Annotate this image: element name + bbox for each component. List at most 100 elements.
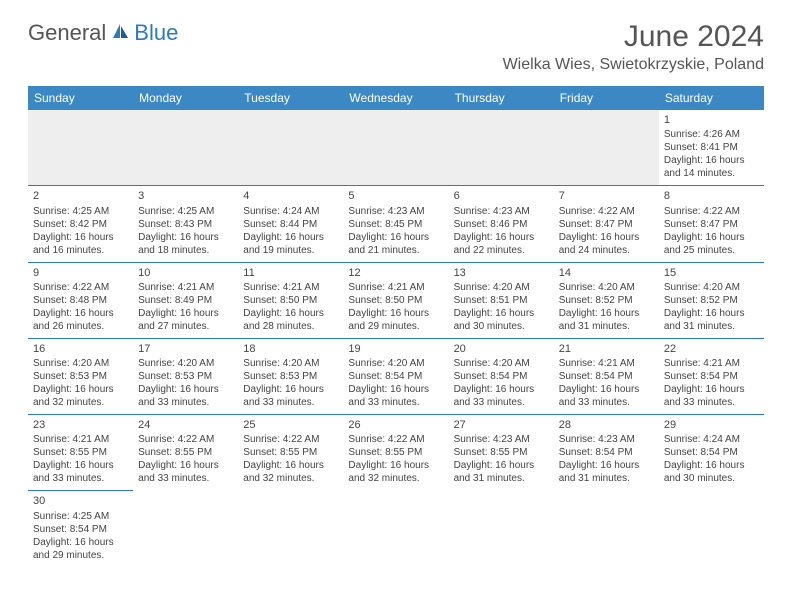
day-number: 19 — [348, 342, 443, 356]
sunset-text: Sunset: 8:54 PM — [33, 523, 128, 536]
calendar-table: Sunday Monday Tuesday Wednesday Thursday… — [28, 86, 764, 567]
sunrise-text: Sunrise: 4:21 AM — [33, 433, 128, 446]
calendar-cell: 23Sunrise: 4:21 AMSunset: 8:55 PMDayligh… — [28, 415, 133, 491]
weekday-header: Saturday — [659, 86, 764, 110]
daylight-text: and 16 minutes. — [33, 244, 128, 257]
daylight-text: Daylight: 16 hours — [33, 383, 128, 396]
day-number: 21 — [559, 342, 654, 356]
sunrise-text: Sunrise: 4:20 AM — [454, 357, 549, 370]
calendar-cell: 26Sunrise: 4:22 AMSunset: 8:55 PMDayligh… — [343, 415, 448, 491]
sunrise-text: Sunrise: 4:22 AM — [243, 433, 338, 446]
daylight-text: and 33 minutes. — [454, 396, 549, 409]
sunrise-text: Sunrise: 4:20 AM — [33, 357, 128, 370]
daylight-text: and 31 minutes. — [454, 472, 549, 485]
daylight-text: Daylight: 16 hours — [33, 231, 128, 244]
daylight-text: and 25 minutes. — [664, 244, 759, 257]
sunrise-text: Sunrise: 4:21 AM — [664, 357, 759, 370]
day-number: 9 — [33, 266, 128, 280]
sunset-text: Sunset: 8:55 PM — [454, 446, 549, 459]
sunrise-text: Sunrise: 4:21 AM — [348, 281, 443, 294]
sunrise-text: Sunrise: 4:20 AM — [454, 281, 549, 294]
sunrise-text: Sunrise: 4:21 AM — [559, 357, 654, 370]
daylight-text: and 22 minutes. — [454, 244, 549, 257]
weekday-header: Thursday — [449, 86, 554, 110]
daylight-text: and 33 minutes. — [559, 396, 654, 409]
calendar-week-row: 2Sunrise: 4:25 AMSunset: 8:42 PMDaylight… — [28, 186, 764, 262]
weekday-header: Monday — [133, 86, 238, 110]
sunset-text: Sunset: 8:54 PM — [348, 370, 443, 383]
daylight-text: Daylight: 16 hours — [559, 383, 654, 396]
calendar-cell — [343, 110, 448, 186]
daylight-text: Daylight: 16 hours — [138, 459, 233, 472]
daylight-text: Daylight: 16 hours — [138, 383, 233, 396]
day-number: 6 — [454, 189, 549, 203]
sunrise-text: Sunrise: 4:22 AM — [559, 205, 654, 218]
sunset-text: Sunset: 8:51 PM — [454, 294, 549, 307]
calendar-week-row: 16Sunrise: 4:20 AMSunset: 8:53 PMDayligh… — [28, 338, 764, 414]
day-number: 14 — [559, 266, 654, 280]
daylight-text: and 32 minutes. — [348, 472, 443, 485]
month-title: June 2024 — [503, 20, 764, 54]
sunset-text: Sunset: 8:43 PM — [138, 218, 233, 231]
sunrise-text: Sunrise: 4:21 AM — [138, 281, 233, 294]
calendar-cell: 13Sunrise: 4:20 AMSunset: 8:51 PMDayligh… — [449, 262, 554, 338]
daylight-text: and 19 minutes. — [243, 244, 338, 257]
calendar-cell — [449, 491, 554, 567]
sunset-text: Sunset: 8:55 PM — [243, 446, 338, 459]
daylight-text: and 32 minutes. — [33, 396, 128, 409]
sunrise-text: Sunrise: 4:25 AM — [33, 205, 128, 218]
sunrise-text: Sunrise: 4:25 AM — [33, 510, 128, 523]
calendar-cell: 1Sunrise: 4:26 AMSunset: 8:41 PMDaylight… — [659, 110, 764, 186]
sunrise-text: Sunrise: 4:20 AM — [138, 357, 233, 370]
daylight-text: and 33 minutes. — [348, 396, 443, 409]
sunrise-text: Sunrise: 4:22 AM — [33, 281, 128, 294]
header: General Blue June 2024 Wielka Wies, Swie… — [28, 20, 764, 74]
calendar-week-row: 9Sunrise: 4:22 AMSunset: 8:48 PM Daylight… — [28, 262, 764, 338]
sunset-text: Sunset: 8:54 PM — [454, 370, 549, 383]
sunset-text: Sunset: 8:50 PM — [348, 294, 443, 307]
sunset-text: Sunset: 8:55 PM — [33, 446, 128, 459]
daylight-text: Daylight: 16 hours — [138, 231, 233, 244]
daylight-text: Daylight: 16 hours — [664, 231, 759, 244]
day-number: 4 — [243, 189, 338, 203]
daylight-text: Daylight: 16 hours — [559, 307, 654, 320]
calendar-cell: 8Sunrise: 4:22 AMSunset: 8:47 PMDaylight… — [659, 186, 764, 262]
day-number: 28 — [559, 418, 654, 432]
sunset-text: Sunset: 8:48 PM — [33, 294, 128, 307]
sunset-text: Sunset: 8:41 PM — [664, 141, 759, 154]
daylight-text: Daylight: 16 hours — [348, 307, 443, 320]
daylight-text: Daylight: 16 hours — [348, 383, 443, 396]
calendar-cell: 15Sunrise: 4:20 AMSunset: 8:52 PMDayligh… — [659, 262, 764, 338]
daylight-text: Daylight: 16 hours — [243, 231, 338, 244]
calendar-cell: 22Sunrise: 4:21 AMSunset: 8:54 PMDayligh… — [659, 338, 764, 414]
daylight-text: and 32 minutes. — [243, 472, 338, 485]
sunrise-text: Sunrise: 4:23 AM — [454, 205, 549, 218]
day-number: 7 — [559, 189, 654, 203]
daylight-text: Daylight: 16 hours — [348, 459, 443, 472]
sunset-text: Sunset: 8:52 PM — [664, 294, 759, 307]
daylight-text: and 33 minutes. — [243, 396, 338, 409]
sunset-text: Sunset: 8:50 PM — [243, 294, 338, 307]
daylight-text: and 29 minutes. — [33, 549, 128, 562]
daylight-text: and 30 minutes. — [664, 472, 759, 485]
calendar-cell — [133, 491, 238, 567]
daylight-text: and 31 minutes. — [664, 320, 759, 333]
daylight-text: Daylight: 16 hours — [664, 307, 759, 320]
sunset-text: Sunset: 8:54 PM — [559, 370, 654, 383]
calendar-cell: 6Sunrise: 4:23 AMSunset: 8:46 PMDaylight… — [449, 186, 554, 262]
daylight-text: and 33 minutes. — [138, 472, 233, 485]
day-number: 3 — [138, 189, 233, 203]
sunset-text: Sunset: 8:53 PM — [33, 370, 128, 383]
calendar-cell: 16Sunrise: 4:20 AMSunset: 8:53 PMDayligh… — [28, 338, 133, 414]
daylight-text: Daylight: 16 hours — [454, 231, 549, 244]
day-number: 15 — [664, 266, 759, 280]
calendar-cell: 21Sunrise: 4:21 AMSunset: 8:54 PMDayligh… — [554, 338, 659, 414]
sunrise-text: Sunrise: 4:22 AM — [664, 205, 759, 218]
calendar-cell: 9Sunrise: 4:22 AMSunset: 8:48 PMDaylight… — [28, 262, 133, 338]
calendar-cell — [343, 491, 448, 567]
sunset-text: Sunset: 8:55 PM — [138, 446, 233, 459]
daylight-text: and 33 minutes. — [33, 472, 128, 485]
calendar-cell — [133, 110, 238, 186]
calendar-cell: 2Sunrise: 4:25 AMSunset: 8:42 PMDaylight… — [28, 186, 133, 262]
calendar-cell: 10Sunrise: 4:21 AMSunset: 8:49 PMDayligh… — [133, 262, 238, 338]
